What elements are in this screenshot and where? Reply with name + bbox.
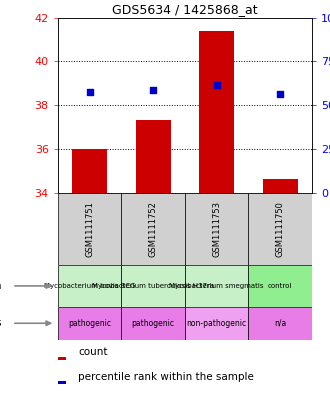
Text: count: count <box>78 347 108 357</box>
Bar <box>136 120 171 193</box>
Text: species: species <box>0 318 2 328</box>
Title: GDS5634 / 1425868_at: GDS5634 / 1425868_at <box>112 4 258 17</box>
Point <box>87 89 92 95</box>
Text: non-pathogenic: non-pathogenic <box>186 319 247 328</box>
Bar <box>185 307 248 340</box>
Point <box>278 91 283 97</box>
Bar <box>121 307 185 340</box>
Text: GSM1111752: GSM1111752 <box>148 201 157 257</box>
Text: control: control <box>268 283 292 289</box>
Bar <box>58 265 121 307</box>
Text: Mycobacterium smegmatis: Mycobacterium smegmatis <box>169 283 264 289</box>
Bar <box>185 193 248 265</box>
Text: GSM1111751: GSM1111751 <box>85 201 94 257</box>
Text: GSM1111753: GSM1111753 <box>212 201 221 257</box>
Bar <box>248 307 312 340</box>
Text: n/a: n/a <box>274 319 286 328</box>
Point <box>214 82 219 88</box>
Bar <box>121 265 185 307</box>
Bar <box>58 357 66 360</box>
Bar <box>248 265 312 307</box>
Text: pathogenic: pathogenic <box>68 319 111 328</box>
Text: GSM1111750: GSM1111750 <box>276 201 284 257</box>
Bar <box>248 193 312 265</box>
Text: Mycobacterium bovis BCG: Mycobacterium bovis BCG <box>44 283 135 289</box>
Bar <box>58 307 121 340</box>
Text: percentile rank within the sample: percentile rank within the sample <box>78 372 254 382</box>
Text: pathogenic: pathogenic <box>132 319 175 328</box>
Bar <box>72 149 107 193</box>
Bar <box>263 180 298 193</box>
Text: Mycobacterium tuberculosis H37ra: Mycobacterium tuberculosis H37ra <box>92 283 214 289</box>
Bar <box>199 31 234 193</box>
Point <box>150 87 156 93</box>
Bar <box>58 193 121 265</box>
Bar <box>58 381 66 384</box>
Bar <box>185 265 248 307</box>
Text: infection: infection <box>0 281 2 291</box>
Bar <box>121 193 185 265</box>
